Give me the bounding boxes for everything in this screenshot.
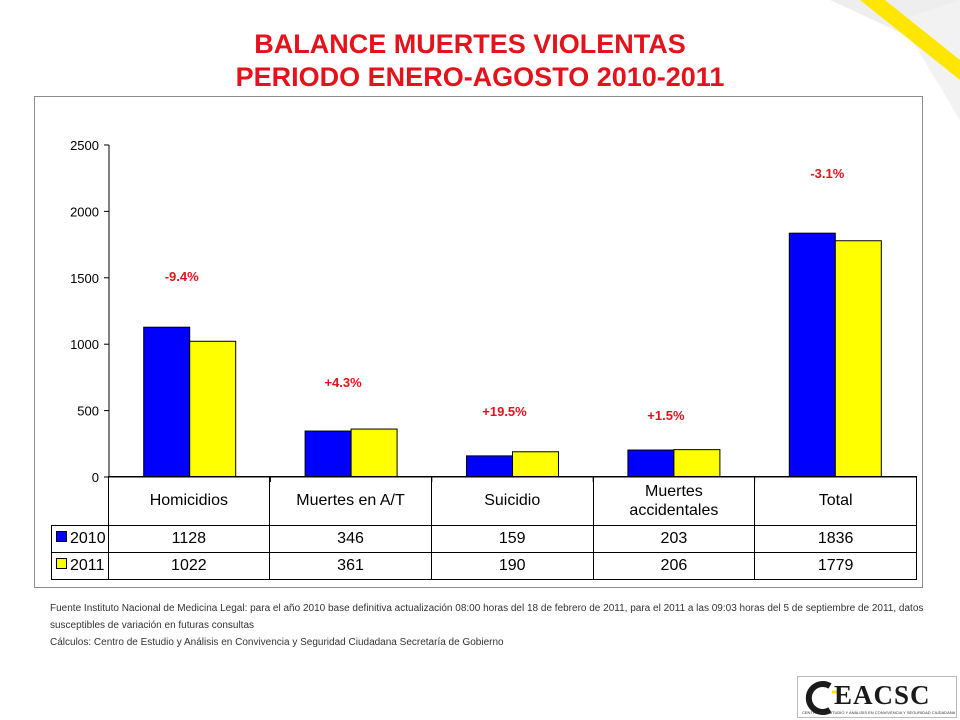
y-tick-label: 2500	[70, 138, 99, 153]
category-header: Homicidios	[107, 476, 271, 526]
table-cell: 159	[430, 525, 594, 553]
table-row: 2010 1128 346 159 203 1836	[51, 525, 917, 553]
logo-subtitle: CENTRO DE ESTUDIO Y ANÁLISIS EN CONVIVEN…	[802, 710, 956, 715]
y-tick-label: 1500	[70, 271, 99, 286]
category-header: Total	[754, 476, 917, 526]
footer-notes: Fuente Instituto Nacional de Medicina Le…	[50, 600, 930, 651]
source-note: Fuente Instituto Nacional de Medicina Le…	[50, 603, 924, 631]
category-header-text: Muertes accidentales	[629, 483, 719, 519]
bar-2010	[143, 326, 191, 478]
yellow-decor-stripe	[860, 0, 960, 80]
series-name: 2011	[70, 557, 105, 574]
category-header: Muertes en A/T	[269, 476, 432, 526]
bar-2011	[189, 340, 237, 478]
table-cell: 1128	[107, 525, 271, 553]
change-annotation: +1.5%	[647, 408, 685, 423]
bar-2010	[627, 449, 675, 478]
y-tick-label: 500	[77, 404, 99, 419]
y-tick-label: 2000	[70, 204, 99, 219]
table-cell: 190	[430, 552, 594, 580]
y-tick-label: 1000	[70, 337, 99, 352]
table-corner	[51, 476, 109, 526]
logo-text: EACSC	[834, 680, 931, 710]
category-header: Suicidio	[430, 476, 594, 526]
table-cell: 203	[592, 525, 756, 553]
page-title: BALANCE MUERTES VIOLENTAS	[254, 29, 686, 59]
bar-2010	[788, 232, 836, 478]
legend-key-2010	[56, 531, 67, 542]
bar-2011	[834, 240, 882, 478]
chart-data-table: Homicidios Muertes en A/T Suicidio Muert…	[51, 476, 917, 580]
legend-key-2011	[56, 558, 67, 569]
bar-2010	[466, 455, 513, 478]
change-annotation: +4.3%	[324, 375, 362, 390]
change-annotation: -9.4%	[165, 269, 199, 284]
bar-2011	[673, 449, 721, 478]
table-cell: 1836	[754, 525, 917, 553]
page-subtitle: PERIODO ENERO-AGOSTO 2010-2011	[235, 62, 725, 92]
series-name: 2010	[70, 530, 106, 547]
table-cell: 361	[269, 552, 432, 580]
logo: EACSC CENTRO DE ESTUDIO Y ANÁLISIS EN CO…	[797, 676, 957, 718]
table-cell: 346	[269, 525, 432, 553]
table-cell: 1779	[754, 552, 917, 580]
logo-c-mark	[805, 681, 838, 715]
series-label-cell: 2011	[51, 552, 109, 580]
series-label-cell: 2010	[51, 525, 109, 553]
table-cell: 1022	[107, 552, 271, 580]
bar-2011	[350, 428, 398, 478]
change-annotation: +19.5%	[482, 404, 527, 419]
table-row: 2011 1022 361 190 206 1779	[51, 552, 917, 580]
change-annotation: -3.1%	[810, 166, 844, 181]
calculation-note: Cálculos: Centro de Estudio y Análisis e…	[50, 637, 504, 648]
bar-2011	[512, 451, 559, 478]
table-header-row: Homicidios Muertes en A/T Suicidio Muert…	[51, 476, 917, 526]
bar-2010	[304, 430, 352, 478]
category-header: Muertes accidentales	[592, 476, 756, 526]
table-cell: 206	[592, 552, 756, 580]
